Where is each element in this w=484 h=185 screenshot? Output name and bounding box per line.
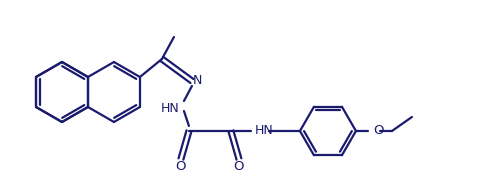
- Text: O: O: [233, 161, 243, 174]
- Text: N: N: [193, 75, 202, 88]
- Text: HN: HN: [161, 102, 180, 115]
- Text: HN: HN: [255, 125, 273, 137]
- Text: O: O: [372, 125, 383, 137]
- Text: O: O: [175, 161, 186, 174]
